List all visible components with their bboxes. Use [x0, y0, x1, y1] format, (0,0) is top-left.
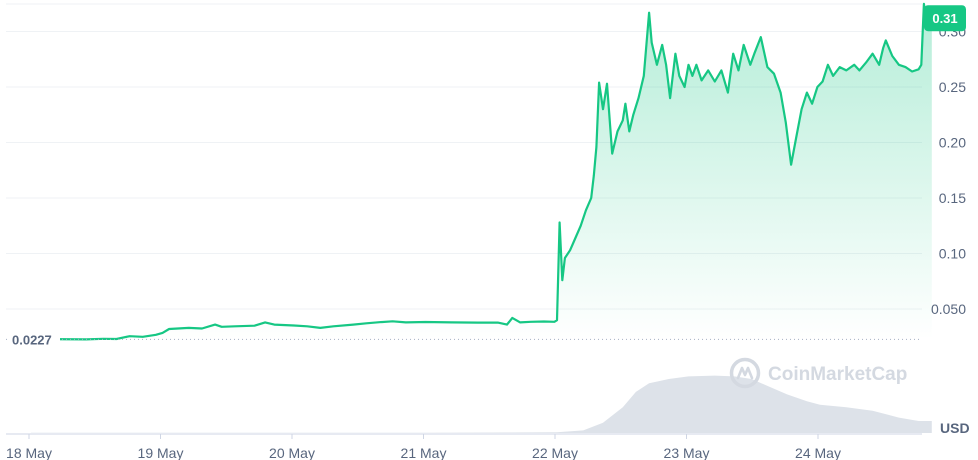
price-line-group: [30, 2, 933, 341]
x-tick-label: 23 May: [664, 445, 710, 460]
current-price-value: 0.31: [932, 11, 957, 26]
price-area-path: [31, 3, 932, 340]
x-axis-ticks: 18 May 19 May 20 May 21 May 22 May 23 May 24 M…: [6, 434, 841, 460]
start-price-label-bg: [8, 330, 60, 349]
y-tick-label: 0.15: [939, 190, 966, 206]
price-line: [30, 2, 933, 341]
volume-area-path: [31, 375, 932, 433]
current-price-badge: 0.31: [924, 5, 966, 32]
x-tick-label: 22 May: [532, 445, 578, 460]
current-price-badge-bg: [924, 5, 966, 32]
watermark-text: CoinMarketCap: [768, 364, 907, 385]
y-tick-label: 0.20: [939, 135, 966, 151]
grid-lines: [6, 31, 922, 310]
volume-area: [31, 375, 932, 433]
x-tick-label: 18 May: [6, 445, 52, 460]
y-tick-label: 0.10: [939, 246, 966, 262]
x-tick-label: 20 May: [269, 445, 315, 460]
currency-label: USD: [940, 420, 970, 436]
watermark: CoinMarketCap: [729, 357, 907, 389]
price-area-fill: [31, 3, 932, 340]
y-tick-label: 0.050: [931, 301, 966, 317]
x-tick-label: 21 May: [401, 445, 447, 460]
x-tick-label: 19 May: [138, 445, 184, 460]
x-tick-label: 24 May: [795, 445, 841, 460]
start-price-marker: 0.0227: [8, 330, 60, 349]
coinmarketcap-logo-icon: [729, 357, 761, 389]
y-tick-label: 0.25: [939, 79, 966, 95]
start-price-label: 0.0227: [12, 332, 52, 347]
